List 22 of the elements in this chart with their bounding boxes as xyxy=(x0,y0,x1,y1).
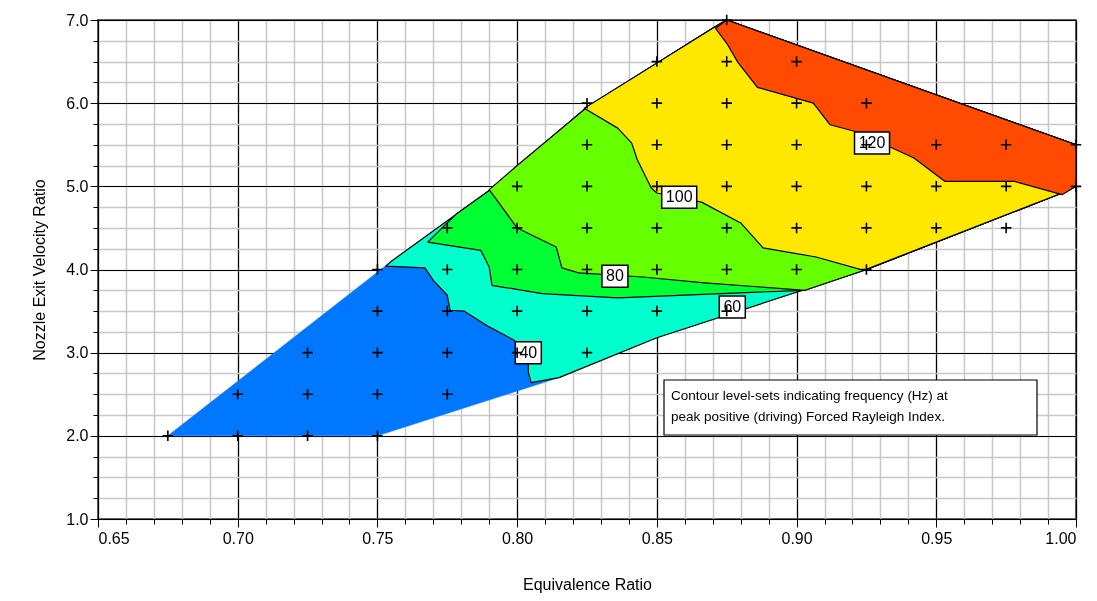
annotation: 120 xyxy=(858,134,886,152)
x-tick-label: 0.90 xyxy=(781,529,813,547)
y-tick-label: 2.0 xyxy=(66,427,89,445)
x-axis-title: Equivalence Ratio xyxy=(523,575,653,593)
y-tick-label: 5.0 xyxy=(66,177,89,195)
x-tick-label: 0.75 xyxy=(362,529,394,547)
y-tick-label: 6.0 xyxy=(66,94,89,112)
annotation: 100 xyxy=(665,188,693,206)
annotation: Contour level-sets indicating frequency (Hz) at peak positive (driving) Forced Rayleigh Index. xyxy=(671,388,949,424)
y-tick-label: 7.0 xyxy=(66,11,89,29)
y-tick-label: 4.0 xyxy=(66,261,89,278)
y-axis-title: Nozzle Exit Velocity Ratio xyxy=(31,179,49,361)
x-tick-label: 1.00 xyxy=(1045,529,1077,547)
x-tick-label: 0.95 xyxy=(921,529,953,547)
y-tick-label: 3.0 xyxy=(66,344,89,362)
x-tick-label: 0.85 xyxy=(641,529,674,547)
x-tick-label: 0.65 xyxy=(98,529,130,547)
y-tick-label: 1.0 xyxy=(66,510,89,528)
x-tick-label: 0.80 xyxy=(502,529,534,547)
annotation: 80 xyxy=(606,267,624,285)
x-tick-label: 0.70 xyxy=(222,529,254,547)
annotation: 40 xyxy=(519,343,538,361)
